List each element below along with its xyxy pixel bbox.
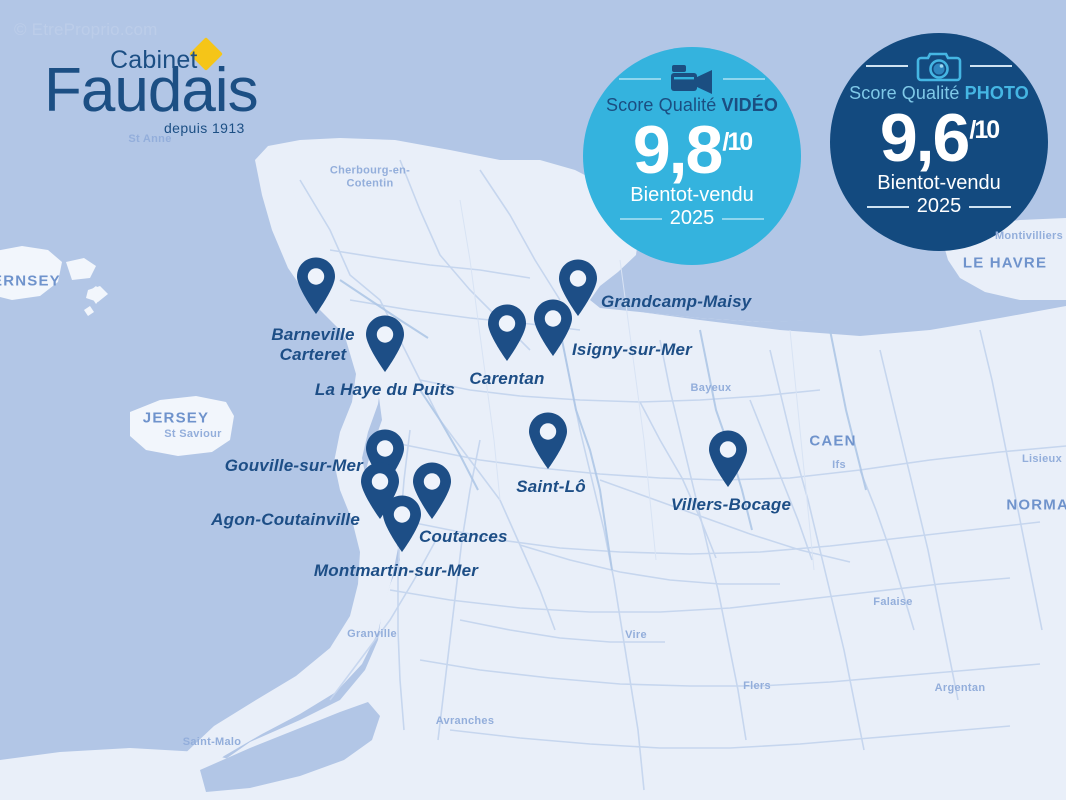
video-score-title: Score Qualité VIDÉO [606, 95, 778, 116]
bay-mont-saint-michel [200, 702, 380, 792]
map-pin-icon [366, 315, 404, 372]
map-pin-label: Carentan [469, 369, 544, 389]
rule-right [970, 65, 1012, 67]
year-rule-right [722, 217, 765, 220]
video-title-strong: VIDÉO [721, 95, 778, 115]
map-pin-label-line: Barneville [271, 324, 355, 344]
map-pin[interactable] [556, 259, 600, 317]
photo-title-strong: PHOTO [964, 83, 1029, 103]
island-sark [84, 286, 104, 316]
map-pin[interactable] [294, 257, 338, 315]
video-camera-icon [671, 65, 712, 94]
logo-line2: Faudais [44, 56, 259, 125]
camera-icon [916, 52, 962, 82]
map-pin[interactable] [363, 429, 407, 487]
year-rule-left [619, 217, 662, 220]
video-score-value: 9,8/10 [632, 112, 753, 188]
video-badge-year-row: 2025 [583, 207, 801, 230]
map-pin-icon [413, 462, 451, 519]
map-pin-icon [529, 412, 567, 469]
map-pin-label: Montmartin-sur-Mer [314, 561, 478, 581]
video-title-prefix: Score Qualité [606, 95, 722, 115]
video-badge-subtitle: Bientot-vendu [630, 184, 754, 206]
rule-right [723, 78, 765, 80]
map-pin-icon [366, 429, 404, 486]
map-pin-label: Coutances [419, 527, 508, 547]
rule-left [619, 78, 661, 80]
photo-badge-year: 2025 [916, 195, 962, 217]
map-pin-label-line: La Haye du Puits [314, 380, 456, 399]
map-pin-label-line: Gouville-sur-Mer [224, 456, 363, 475]
seine-bay [640, 282, 1066, 336]
photo-score-number: 9,6 [879, 100, 971, 176]
map-pin[interactable] [380, 495, 424, 553]
year-rule-right [969, 205, 1012, 208]
map-pin-label-line: Saint-Lô [516, 477, 586, 496]
photo-score-value: 9,6/10 [879, 100, 1000, 176]
video-badge-header [583, 63, 801, 95]
map-pin-label-line: Isigny-sur-Mer [572, 340, 692, 359]
score-badge-photo: Score Qualité PHOTO 9,6/10 Bientot-vendu… [830, 33, 1048, 251]
map-pin-icon [383, 495, 421, 552]
map-pin-icon [297, 257, 335, 314]
map-pin-label: Agon-Coutainville [211, 510, 360, 530]
map-pin[interactable] [531, 299, 575, 357]
score-badge-video: Score Qualité VIDÉO 9,8/10 Bientot-vendu… [583, 47, 801, 265]
map-pin[interactable] [485, 304, 529, 362]
landmass-normandy [200, 138, 1066, 800]
map-pin-label: Villers-Bocage [671, 495, 791, 515]
logo-tagline: depuis 1913 [164, 120, 245, 136]
video-badge-year: 2025 [669, 207, 715, 229]
watermark: © EtreProprio.com [14, 20, 158, 39]
map-pin-icon [534, 299, 572, 356]
map-pin[interactable] [410, 462, 454, 520]
map-pin-icon [361, 462, 399, 519]
island-jersey [130, 396, 234, 456]
map-pin-icon [709, 430, 747, 487]
map-pin-label: Grandcamp-Maisy [601, 292, 751, 312]
map-pin[interactable] [526, 412, 570, 470]
logo-line1: Cabinet [110, 46, 198, 74]
photo-title-prefix: Score Qualité [849, 83, 965, 103]
map-pin-label: La Haye du Puits [315, 380, 455, 400]
map-pin-label-line: Carentan [469, 369, 545, 388]
photo-badge-year-row: 2025 [830, 195, 1048, 218]
video-score-denominator: /10 [722, 128, 753, 156]
cotentin-coast [164, 152, 398, 800]
video-score-number: 9,8 [632, 112, 724, 188]
photo-score-title: Score Qualité PHOTO [849, 83, 1029, 104]
rule-left [866, 65, 908, 67]
boundary-lines [459, 199, 815, 571]
map-pin-label: Isigny-sur-Mer [572, 340, 692, 360]
photo-badge-subtitle: Bientot-vendu [877, 172, 1001, 194]
year-rule-left [866, 205, 909, 208]
map-pin-label-line: Carteret [279, 345, 347, 364]
map-pin-icon [559, 259, 597, 316]
map-pin[interactable] [363, 315, 407, 373]
map-pin[interactable] [706, 430, 750, 488]
logo: Cabinet Faudais depuis 1913 [44, 37, 259, 136]
map-pin-label: Saint-Lô [516, 477, 586, 497]
map-pin[interactable] [358, 462, 402, 520]
map-pin-label-line: Grandcamp-Maisy [601, 292, 752, 311]
map-pin-label-line: Agon-Coutainville [211, 510, 360, 529]
river-network [339, 279, 867, 571]
map-pin-label: Barneville Carteret [271, 325, 354, 365]
map-pin-label: Gouville-sur-Mer [225, 456, 363, 476]
map-pin-label-line: Montmartin-sur-Mer [313, 561, 479, 580]
map-pin-icon [488, 304, 526, 361]
road-network [299, 159, 1066, 791]
map-pin-label-line: Coutances [419, 527, 508, 546]
photo-score-denominator: /10 [969, 116, 1000, 144]
photo-badge-header [830, 49, 1048, 83]
map-pin-label-line: Villers-Bocage [670, 495, 792, 514]
